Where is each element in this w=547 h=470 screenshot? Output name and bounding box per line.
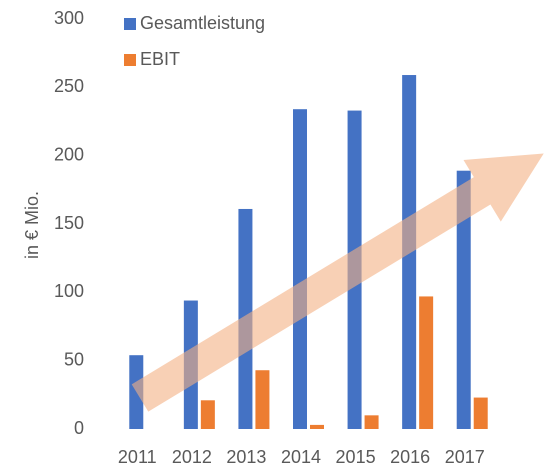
bar [364, 415, 379, 429]
y-tick-label: 300 [54, 8, 84, 28]
y-tick-label: 0 [74, 418, 84, 438]
y-tick-label: 250 [54, 76, 84, 96]
legend-swatch [124, 18, 136, 30]
trend-arrow [131, 153, 544, 412]
bar [419, 296, 434, 429]
legend-label: EBIT [140, 49, 180, 69]
x-tick-label: 2017 [445, 447, 485, 467]
bar [456, 170, 471, 429]
bar [293, 109, 307, 429]
x-tick-label: 2015 [336, 447, 376, 467]
y-axis-label: in € Mio. [22, 191, 42, 259]
x-tick-label: 2013 [226, 447, 266, 467]
plot: 0 50 100 150 200 250 300 2011 2012 2013 2014 2015 20… [54, 8, 488, 467]
legend-label: Gesamtleistung [140, 13, 265, 33]
y-tick-label: 150 [54, 213, 84, 233]
legend-swatch [124, 54, 136, 66]
bar [473, 397, 488, 429]
bar [255, 370, 270, 429]
y-tick-label: 100 [54, 281, 84, 301]
bar [129, 355, 144, 429]
x-tick-label: 2014 [281, 447, 321, 467]
bar [310, 424, 324, 429]
y-tick-label: 50 [64, 349, 84, 369]
x-tick-label: 2012 [172, 447, 212, 467]
y-tick-label: 200 [54, 144, 84, 164]
x-tick-label: 2016 [390, 447, 430, 467]
x-tick-label: 2011 [118, 447, 157, 467]
bar [200, 400, 215, 429]
